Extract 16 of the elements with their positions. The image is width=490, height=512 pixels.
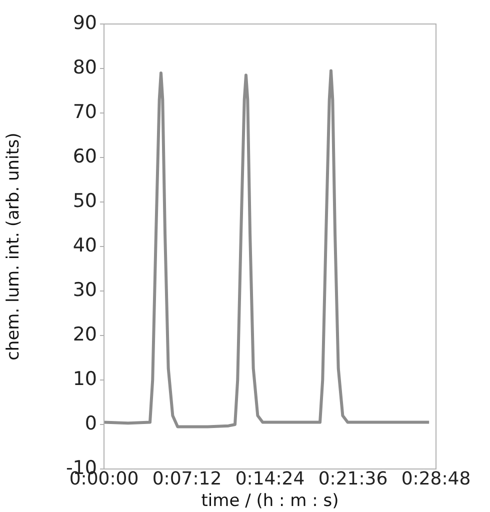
y-tick-label: 10 <box>72 368 97 390</box>
y-tick-label: 60 <box>72 145 97 168</box>
y-tick-label: 40 <box>72 234 97 256</box>
y-tick-label: 50 <box>72 190 97 212</box>
x-tick-label: 0:28:48 <box>401 468 471 490</box>
x-tick-label: 0:07:12 <box>152 468 222 490</box>
y-tick-label: 0 <box>84 412 97 434</box>
y-axis-title: chem. lum. int. (arb. units) <box>4 132 24 360</box>
x-tick-label: 0:14:24 <box>235 468 305 490</box>
x-tick-label: 0:21:36 <box>318 468 388 490</box>
y-tick-label: 20 <box>72 323 97 346</box>
x-axis-title: time / (h : m : s) <box>201 491 339 512</box>
y-tick-label: 80 <box>72 56 97 78</box>
y-tick-label: 70 <box>72 100 97 123</box>
y-tick-label: 30 <box>72 278 97 301</box>
y-tick-label: 90 <box>72 12 97 34</box>
